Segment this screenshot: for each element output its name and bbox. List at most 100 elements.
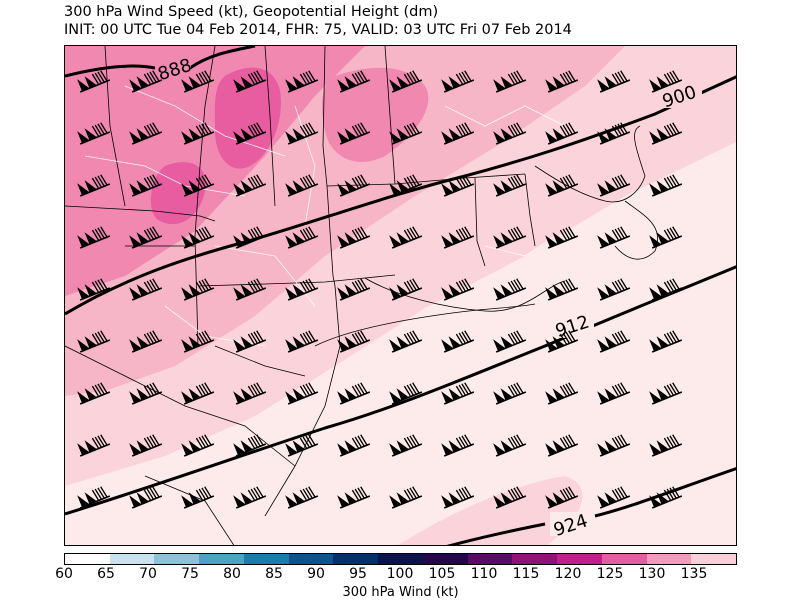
wind-barb (77, 382, 111, 405)
wind-barb (441, 122, 475, 145)
wind-barb (233, 174, 267, 197)
wind-barb (233, 278, 267, 301)
colorbar (64, 553, 737, 565)
wind-barb (129, 486, 163, 509)
colorbar-tick-label: 95 (349, 566, 367, 582)
colorbar-segment (646, 554, 692, 564)
wind-barb (493, 382, 527, 405)
colorbar-tick-label: 85 (265, 566, 283, 582)
colorbar-segment (467, 554, 513, 564)
wind-barb (389, 434, 423, 457)
wind-barb (597, 70, 631, 93)
colorbar-segment (333, 554, 379, 564)
wind-barb (285, 278, 319, 301)
wind-barb (233, 226, 267, 249)
colorbar-tick-label: 125 (596, 566, 624, 582)
wind-barb (493, 226, 527, 249)
wind-barb (441, 486, 475, 509)
wind-barb (389, 122, 423, 145)
wind-shade-135 (214, 67, 281, 169)
wind-barb (337, 434, 371, 457)
map-panel: 888 900 912 924 (64, 45, 737, 546)
wind-barb (493, 122, 527, 145)
wind-barb (77, 278, 111, 301)
contour-888 (65, 64, 156, 78)
wind-barb (441, 382, 475, 405)
wind-barb (337, 70, 371, 93)
wind-barb (649, 382, 683, 405)
colorbar-tick-label: 60 (55, 566, 73, 582)
wind-barb (337, 122, 371, 145)
wind-shade-135b (150, 162, 206, 225)
wind-barb (597, 486, 631, 509)
wind-barb (545, 382, 579, 405)
wind-barb (285, 70, 319, 93)
wind-barb (77, 226, 111, 249)
colorbar-tick-label: 110 (470, 566, 498, 582)
wind-barb (285, 486, 319, 509)
colorbar-segment (199, 554, 244, 564)
wind-barb (389, 174, 423, 197)
colorbar-ticks: 60 65 70 75 80 85 90 95 100 105 110 115 120 125 130 135 (55, 566, 737, 584)
wind-barb (545, 434, 579, 457)
wind-barb (545, 70, 579, 93)
wind-barb (233, 70, 267, 93)
wind-barb (649, 226, 683, 249)
wind-barb (597, 226, 631, 249)
wind-barb (545, 486, 579, 509)
wind-barb (649, 174, 683, 197)
wind-barb (545, 330, 579, 353)
wind-barb (181, 434, 215, 457)
wind-barb (233, 486, 267, 509)
contour-900 (65, 75, 736, 316)
wind-barb (389, 382, 423, 405)
wind-barb (493, 486, 527, 509)
contour-924-b (594, 467, 736, 518)
colorbar-tick-label: 135 (680, 566, 708, 582)
wind-barb (441, 278, 475, 301)
colorbar-tick-label: 75 (181, 566, 199, 582)
wind-barb (129, 122, 163, 145)
wind-barb (649, 486, 683, 509)
wind-shade-lower (398, 476, 583, 545)
colorbar-tick-label: 90 (307, 566, 325, 582)
wind-barb (129, 70, 163, 93)
wind-barb (181, 382, 215, 405)
wind-barb (597, 278, 631, 301)
contour-912 (65, 265, 736, 516)
wind-barb (649, 434, 683, 457)
wind-barb (77, 486, 111, 509)
colorbar-tick-label: 100 (386, 566, 414, 582)
wind-barb (337, 382, 371, 405)
wind-barb (285, 174, 319, 197)
wind-barb (545, 278, 579, 301)
colorbar-segment (691, 554, 737, 564)
wind-barb (77, 434, 111, 457)
wind-barb (493, 434, 527, 457)
colorbar-tick-label: 130 (638, 566, 666, 582)
wind-barb (389, 330, 423, 353)
colorbar-segment (557, 554, 602, 564)
wind-barb (389, 278, 423, 301)
wind-barb (337, 330, 371, 353)
wind-barb (597, 174, 631, 197)
wind-barb (181, 278, 215, 301)
wind-barbs (77, 70, 683, 509)
wind-barb (77, 70, 111, 93)
wind-barb (337, 278, 371, 301)
wind-barb (649, 278, 683, 301)
wind-barb (233, 382, 267, 405)
map-title: 300 hPa Wind Speed (kt), Geopotential He… (64, 4, 439, 20)
wind-barb (441, 174, 475, 197)
wind-barb (597, 382, 631, 405)
colorbar-label: 300 hPa Wind (kt) (342, 585, 459, 600)
wind-barb (285, 122, 319, 145)
wind-barb (649, 122, 683, 145)
wind-barb (493, 330, 527, 353)
map-subtitle: INIT: 00 UTC Tue 04 Feb 2014, FHR: 75, V… (64, 22, 572, 38)
colorbar-tick-label: 105 (428, 566, 456, 582)
wind-barb (285, 330, 319, 353)
wind-barb (389, 70, 423, 93)
wind-barb (181, 174, 215, 197)
wind-barb (337, 486, 371, 509)
